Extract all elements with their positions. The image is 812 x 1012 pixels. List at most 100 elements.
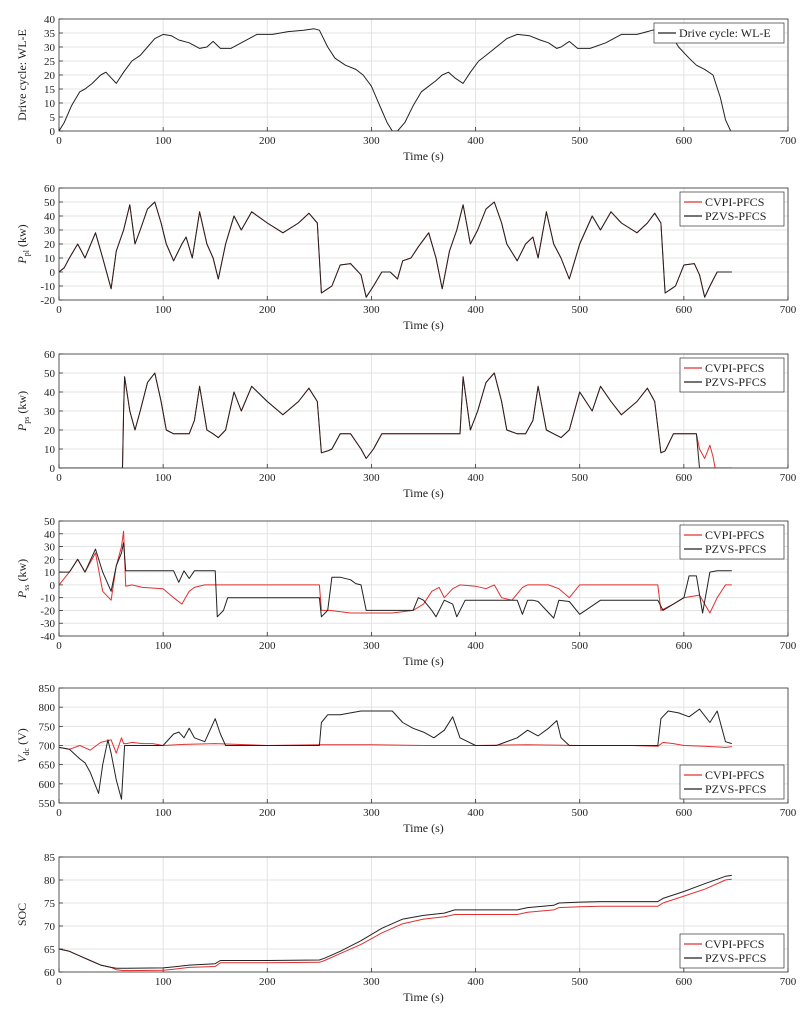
series-line-pzvs-pfcs: [59, 874, 732, 969]
x-tick-label: 700: [780, 640, 797, 652]
x-tick-label: 400: [467, 807, 484, 819]
y-axis-label: Ppl (kw): [15, 224, 31, 264]
x-tick-label: 500: [571, 472, 588, 484]
y-tick-label: 40: [44, 387, 56, 399]
x-tick-label: 100: [155, 472, 172, 484]
y-tick-label: 65: [44, 944, 56, 956]
x-tick-label: 0: [56, 135, 62, 147]
x-tick-label: 400: [467, 976, 484, 988]
y-tick-label: 60: [44, 967, 56, 979]
x-tick-label: 200: [259, 304, 276, 316]
y-tick-label: 75: [44, 898, 56, 910]
legend-box: [679, 357, 785, 393]
y-tick-label: 40: [44, 211, 56, 223]
y-tick-label: 30: [44, 406, 56, 418]
x-tick-label: 700: [780, 135, 797, 147]
y-tick-label: 85: [44, 852, 56, 864]
y-tick-label: -20: [40, 295, 55, 307]
x-tick-label: 200: [259, 807, 276, 819]
x-tick-label: 300: [363, 135, 380, 147]
x-tick-label: 200: [259, 976, 276, 988]
y-tick-label: 70: [44, 921, 56, 933]
series-line-pzvs-pfcs: [59, 201, 732, 298]
legend-box: [679, 524, 785, 560]
x-tick-label: 100: [155, 807, 172, 819]
y-tick-label: 50: [44, 368, 56, 380]
series-line-cvpi-pfcs: [59, 737, 732, 754]
legend-label: CVPI-PFCS: [705, 768, 764, 782]
y-tick-label: 30: [44, 42, 56, 54]
y-tick-label: 20: [44, 70, 56, 82]
x-tick-label: 700: [780, 472, 797, 484]
x-tick-label: 300: [363, 807, 380, 819]
x-tick-label: 400: [467, 135, 484, 147]
series-line-drive-cycle: [59, 28, 732, 131]
axis-frame: [58, 353, 789, 469]
x-tick-label: 600: [676, 472, 693, 484]
series-line-pzvs-pfcs: [59, 542, 732, 619]
x-tick-label: 600: [676, 976, 693, 988]
y-axis-label: SOC: [15, 903, 29, 926]
legend: Drive cycle: WL-E: [653, 22, 785, 44]
y-tick-label: 30: [44, 225, 56, 237]
x-tick-label: 500: [571, 976, 588, 988]
legend-label: PZVS-PFCS: [705, 209, 766, 223]
chart-panel-4: 0 100 200 300 400 500 600 700-40-30-20-10010203…: [15, 516, 797, 668]
axis-frame: [58, 187, 789, 301]
x-tick-label: 300: [363, 304, 380, 316]
x-axis-label: Time (s): [403, 990, 444, 1004]
series-line-cvpi-pfcs: [59, 530, 732, 614]
y-tick-label: 10: [44, 253, 56, 265]
chart-panel-1: 0 100 200 300 400 500 600 7000510152025303540Ti…: [15, 14, 797, 163]
legend-label: CVPI-PFCS: [705, 937, 764, 951]
chart-panel-5: 0 100 200 300 400 500 600 700 550 600 650 700 750 800…: [15, 683, 797, 835]
y-tick-label: 20: [44, 239, 56, 251]
x-tick-label: 100: [155, 976, 172, 988]
y-tick-label: 50: [44, 516, 56, 528]
x-tick-label: 300: [363, 976, 380, 988]
legend-label: Drive cycle: WL-E: [679, 26, 771, 40]
axis-frame: [58, 520, 789, 637]
x-tick-label: 500: [571, 640, 588, 652]
y-tick-label: -10: [40, 281, 55, 293]
legend-label: PZVS-PFCS: [705, 951, 766, 965]
legend-box: [679, 191, 785, 227]
y-tick-label: 850: [39, 683, 56, 695]
y-tick-label: 20: [44, 425, 56, 437]
y-axis-label: Drive cycle: WL-E: [15, 29, 29, 121]
legend-label: PZVS-PFCS: [705, 782, 766, 796]
y-tick-label: 5: [50, 112, 56, 124]
y-tick-label: 50: [44, 197, 56, 209]
y-tick-label: -30: [40, 618, 55, 630]
x-tick-label: 400: [467, 304, 484, 316]
legend-label: PZVS-PFCS: [705, 542, 766, 556]
series-line-cvpi-pfcs: [59, 878, 732, 972]
legend-box: [653, 22, 785, 44]
legend-box: [679, 764, 785, 800]
x-tick-label: 500: [571, 135, 588, 147]
chart-panel-3: 0 100 200 300 400 500 600 700 0 10 20 30 40 50 60 Time …: [15, 349, 797, 500]
x-tick-label: 0: [56, 304, 62, 316]
chart-panel-6: 0 100 200 300 400 500 600 700 60 65 70 75 80 85 Time (…: [15, 852, 797, 1004]
x-tick-label: 400: [467, 472, 484, 484]
y-tick-label: 800: [39, 702, 56, 714]
x-axis-label: Time (s): [403, 654, 444, 668]
x-tick-label: 700: [780, 807, 797, 819]
x-tick-label: 0: [56, 976, 62, 988]
x-axis-label: Time (s): [403, 821, 444, 835]
y-tick-label: 0: [50, 126, 56, 138]
y-tick-label: -40: [40, 631, 55, 643]
series-line-cvpi-pfcs: [59, 372, 732, 468]
y-tick-label: 600: [39, 779, 56, 791]
x-tick-label: 600: [676, 304, 693, 316]
axis-frame: [58, 856, 789, 973]
y-tick-label: 700: [39, 741, 56, 753]
y-tick-label: 10: [44, 567, 56, 579]
x-tick-label: 500: [571, 304, 588, 316]
y-tick-label: 0: [50, 580, 56, 592]
y-tick-label: 20: [44, 554, 56, 566]
y-tick-label: 40: [44, 14, 56, 26]
y-tick-label: 35: [44, 28, 56, 40]
